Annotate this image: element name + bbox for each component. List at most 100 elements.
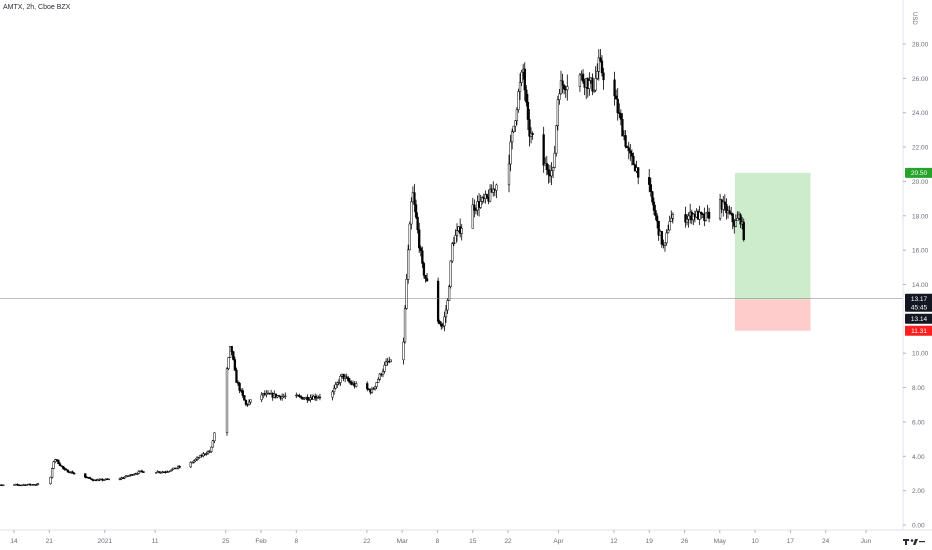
candle-body: [260, 394, 263, 401]
candle-body: [332, 387, 336, 393]
candle-body: [441, 325, 444, 327]
candle-body: [630, 152, 634, 157]
candle-body: [436, 280, 440, 322]
candle-body: [337, 382, 341, 384]
loss-zone[interactable]: [734, 299, 811, 331]
candle-body: [416, 216, 419, 230]
candle-body: [389, 359, 392, 363]
candle-body: [438, 321, 441, 325]
candle-body: [455, 230, 459, 236]
candle-body: [526, 101, 530, 120]
candle-body: [383, 365, 386, 372]
x-tick-label: 17: [787, 538, 795, 545]
candle-body: [594, 78, 597, 91]
candle-body: [698, 211, 701, 220]
candle-body: [118, 478, 122, 480]
candle-body: [488, 188, 492, 202]
candle-body: [452, 242, 456, 245]
x-tick-label: Mar: [397, 538, 409, 545]
candle-body: [49, 477, 52, 484]
candle-body: [485, 194, 489, 198]
time-axis[interactable]: 14 21 2021 11 25 Feb 8 22 Mar 8 15 22 Apr 12 19 26 May 10…: [10, 530, 872, 545]
candle-body: [377, 379, 380, 383]
candle-body: [339, 376, 342, 383]
candle-body: [588, 80, 591, 89]
candle-body: [342, 373, 345, 379]
candle-body: [531, 133, 534, 135]
candle-body: [666, 229, 670, 234]
candle-body: [52, 461, 55, 469]
candle-body: [515, 109, 519, 122]
candle-body: [474, 209, 478, 212]
candle-body: [232, 351, 235, 360]
candle-body: [107, 478, 110, 481]
candle-body: [600, 60, 604, 74]
candle-body: [57, 459, 60, 465]
candle-body: [561, 80, 564, 86]
entry-price-badge-label: 13.14: [911, 316, 928, 323]
candle-body: [367, 388, 370, 390]
candle-body: [518, 82, 522, 92]
candle-body: [619, 113, 623, 120]
candle-body: [670, 218, 673, 222]
candle-body: [60, 465, 63, 467]
candle-body: [345, 376, 348, 379]
candle-body: [528, 119, 531, 137]
candle-body: [687, 215, 690, 220]
candle-body: [366, 383, 369, 390]
candle-body: [418, 229, 421, 249]
candle-body: [378, 373, 381, 380]
candle-body: [517, 91, 520, 110]
candle-body: [414, 204, 418, 218]
candle-body: [306, 396, 309, 401]
y-tick-label: 28.00: [912, 42, 929, 49]
candle-body: [671, 214, 675, 219]
candle-body: [542, 134, 545, 166]
candle-body: [244, 400, 248, 405]
candle-body: [553, 152, 556, 168]
candle-body: [481, 197, 484, 202]
candle-body: [241, 390, 244, 396]
candle-body: [523, 68, 526, 91]
candle-body: [649, 184, 652, 192]
candle-body: [402, 341, 405, 361]
candle-body: [547, 169, 550, 175]
candle-body: [492, 188, 495, 193]
candle-body: [446, 300, 449, 311]
candle-body: [652, 201, 656, 211]
candle-body: [558, 93, 561, 100]
candle-body: [199, 455, 202, 458]
candle-body: [520, 71, 523, 83]
candle-body: [137, 471, 140, 474]
y-tick-label: 14.00: [912, 282, 929, 289]
candle-body: [372, 388, 375, 390]
current-price-badge: [905, 293, 932, 312]
candle-body: [314, 396, 317, 399]
candles-series: [0, 49, 745, 487]
candle-body: [473, 204, 476, 211]
candle-body: [626, 146, 629, 149]
candle-body: [136, 473, 139, 475]
candle-body: [408, 223, 411, 251]
candle-body: [685, 219, 689, 223]
position-tool[interactable]: [734, 172, 811, 331]
profit-zone[interactable]: [734, 172, 811, 300]
candle-body: [512, 125, 515, 132]
candle-body: [704, 212, 708, 221]
candle-body: [624, 135, 627, 147]
candle-body: [525, 89, 528, 103]
candle-body: [355, 383, 358, 387]
candle-body: [66, 469, 70, 473]
candle-body: [613, 79, 616, 97]
candle-body: [373, 386, 377, 389]
candle-body: [728, 210, 731, 214]
candle-body: [230, 346, 233, 352]
candle-body: [684, 214, 687, 223]
price-axis[interactable]: 0.00 2.00 4.00 6.00 8.00 10.00 14.00 16.00 18.00…: [903, 42, 929, 530]
candle-body: [665, 232, 668, 244]
candle-body: [447, 286, 451, 301]
candle-body: [602, 72, 605, 81]
candle-body: [654, 210, 657, 217]
candle-body: [247, 401, 251, 405]
